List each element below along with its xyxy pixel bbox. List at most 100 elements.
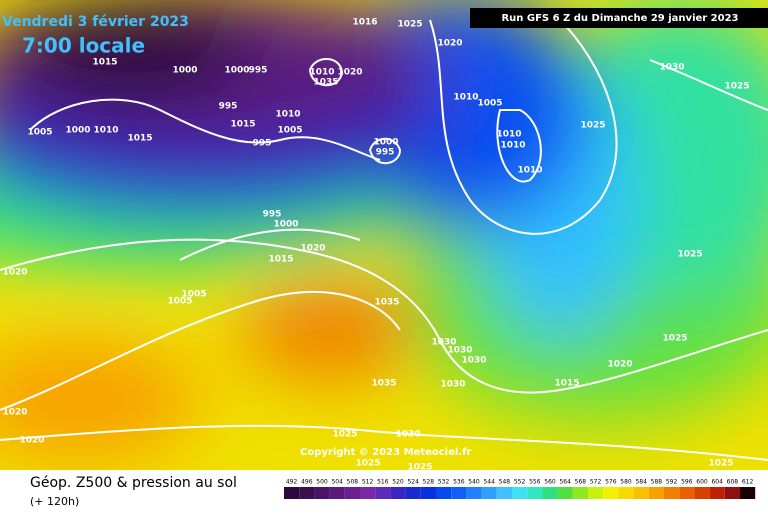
isobar-label: 1025: [407, 463, 432, 473]
colorbar-swatch: [496, 487, 512, 499]
colorbar-label: 600: [696, 479, 708, 486]
colorbar-label: 508: [347, 479, 359, 486]
colorbar-swatch: [512, 487, 528, 499]
colorbar-swatch: [344, 487, 360, 499]
run-info: Run GFS 6 Z du Dimanche 29 janvier 2023: [501, 13, 738, 24]
colorbar-label: 512: [362, 479, 374, 486]
colorbar-swatch: [724, 487, 740, 499]
colorbar-swatch: [481, 487, 497, 499]
colorbar-label: 504: [331, 479, 343, 486]
colorbar-label: 528: [423, 479, 435, 486]
colorbar-swatch: [390, 487, 406, 499]
isobar-label: 1020: [437, 39, 462, 49]
colorbar-label: 520: [392, 479, 404, 486]
colorbar-swatch: [542, 487, 558, 499]
colorbar-label: 524: [407, 479, 419, 486]
isobar-label: 1000: [65, 126, 90, 136]
colorbar-label: 612: [742, 479, 754, 486]
isobar-label: 1010: [275, 110, 300, 120]
isobar-label: 1035: [374, 298, 399, 308]
colorbar-swatch: [633, 487, 649, 499]
colorbar-label: 584: [635, 479, 647, 486]
isobar-label: 1020: [607, 360, 632, 370]
colorbar-label: 496: [301, 479, 313, 486]
colorbar-swatch: [314, 487, 330, 499]
colorbar-label: 516: [377, 479, 389, 486]
colorbar-label: 536: [453, 479, 465, 486]
colorbar-swatch: [527, 487, 543, 499]
isobar-label: 1005: [181, 290, 206, 300]
isobar-label: 1015: [268, 255, 293, 265]
colorbar-swatch: [664, 487, 680, 499]
isobar-label: 1000: [224, 66, 249, 76]
isobar-label: 1030: [440, 380, 465, 390]
isobar-label: 1035: [371, 379, 396, 389]
colorbar-label: 556: [529, 479, 541, 486]
isobar-label: 1035: [313, 78, 338, 88]
copyright: Copyright © 2023 Meteociel.fr: [300, 447, 471, 458]
colorbar-label: 604: [711, 479, 723, 486]
isobar-label: 1016: [352, 18, 377, 28]
isobar-label: 1005: [167, 297, 192, 307]
isobar-label: 1030: [431, 338, 456, 348]
isobar-label: 1015: [127, 134, 152, 144]
colorbar-label: 492: [286, 479, 298, 486]
isobar-label: 1010: [517, 166, 542, 176]
colorbar-swatch: [375, 487, 391, 499]
colorbar-swatch: [360, 487, 376, 499]
isobar-label: 1025: [332, 430, 357, 440]
colorbar-swatch: [299, 487, 315, 499]
colorbar-label: 532: [438, 479, 450, 486]
isobar-label: 1025: [397, 20, 422, 30]
colorbar-label: 548: [499, 479, 511, 486]
colorbar-label: 572: [590, 479, 602, 486]
isobar-label: 1005: [27, 128, 52, 138]
colorbar-label: 564: [559, 479, 571, 486]
isobar-label: 1015: [92, 58, 117, 68]
colorbar-swatch: [740, 487, 756, 499]
isobar-label: 1020: [2, 268, 27, 278]
colorbar-swatch: [329, 487, 345, 499]
isobar-label: 1005: [277, 126, 302, 136]
isobar-label: 1010: [496, 130, 521, 140]
colorbar-swatch: [284, 487, 300, 499]
colorbar-swatch: [405, 487, 421, 499]
isobar-label: 1025: [580, 121, 605, 131]
isobar-label: 1020: [2, 408, 27, 418]
isobar-label: 1000: [172, 66, 197, 76]
background-field: [0, 0, 768, 470]
colorbar-swatch: [466, 487, 482, 499]
isobar-label: 995: [263, 210, 282, 220]
colorbar-label: 596: [681, 479, 693, 486]
colorbar-label: 592: [666, 479, 678, 486]
isobar-label: 1000: [373, 138, 398, 148]
isobar-label: 1015: [554, 379, 579, 389]
colorbar-label: 544: [483, 479, 495, 486]
isobar-label: 1010: [500, 141, 525, 151]
colorbar-swatch: [618, 487, 634, 499]
colorbar-swatch: [588, 487, 604, 499]
isobar-label: 1030: [447, 346, 472, 356]
isobar-label: 1005: [477, 99, 502, 109]
colorbar-label: 580: [620, 479, 632, 486]
isobar-label: 1025: [677, 250, 702, 260]
isobar-label: 1025: [724, 82, 749, 92]
colorbar-label: 568: [575, 479, 587, 486]
colorbar-label: 560: [544, 479, 556, 486]
colorbar-swatch: [451, 487, 467, 499]
colorbar-swatch: [694, 487, 710, 499]
isobar-label: 1000: [273, 220, 298, 230]
isobar-label: 1010: [93, 126, 118, 136]
colorbar-label: 576: [605, 479, 617, 486]
colorbar-swatch: [420, 487, 436, 499]
isobar-label: 1025: [662, 334, 687, 344]
colorbar-swatch: [679, 487, 695, 499]
footer-lead: (+ 120h): [30, 495, 79, 508]
isobar-label: 1030: [395, 430, 420, 440]
forecast-date: Vendredi 3 février 2023: [2, 14, 189, 30]
isobar-label: 1010: [309, 68, 334, 78]
colorbar-swatch: [709, 487, 725, 499]
colorbar-label: 588: [651, 479, 663, 486]
isobar-label: 1030: [659, 63, 684, 73]
